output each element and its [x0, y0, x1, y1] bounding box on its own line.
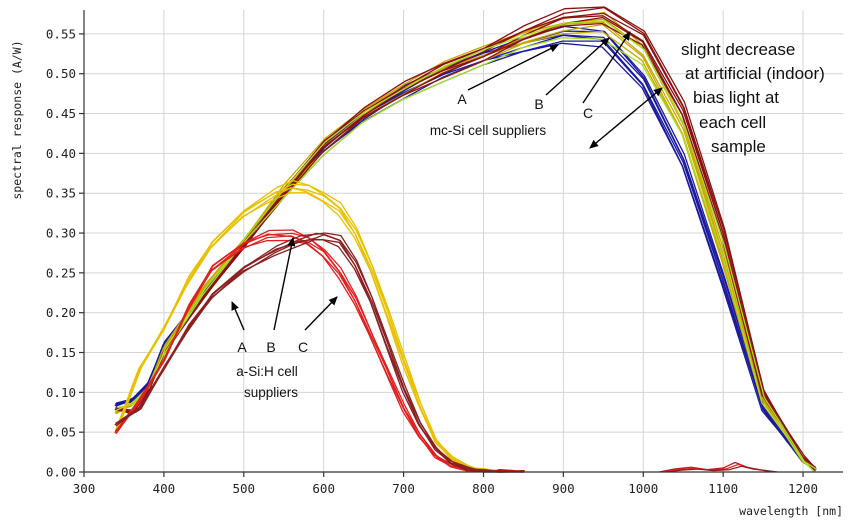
x-tick-label: 800 — [472, 481, 495, 496]
x-axis-title: wavelength [nm] — [739, 504, 843, 518]
series-line-asih-b — [114, 239, 523, 473]
annotation-note-2: at artificial (indoor) — [685, 64, 825, 83]
x-tick-label: 900 — [552, 481, 575, 496]
baseline-noise-line — [665, 465, 778, 473]
series-line-mcsi-extra — [117, 20, 817, 470]
arrow-mc-a — [467, 44, 559, 91]
x-tick-label: 1000 — [628, 481, 658, 496]
y-tick-label: 0.05 — [46, 425, 76, 440]
annotation-asi-c: C — [298, 339, 308, 355]
y-tick-label: 0.35 — [46, 186, 76, 201]
series-line-asih-c — [115, 238, 523, 473]
annotation-mc-b: B — [534, 96, 543, 112]
y-tick-label: 0.30 — [46, 226, 76, 241]
series-line-mcsi-extra — [114, 37, 815, 472]
y-tick-label: 0.00 — [46, 465, 76, 480]
x-tick-label: 300 — [73, 481, 96, 496]
arrow-mc-c — [582, 31, 631, 104]
x-tick-label: 500 — [233, 481, 256, 496]
annotation-note-3: bias light at — [693, 88, 779, 107]
annotation-note-4: each cell — [699, 113, 766, 132]
annotation-mc-a: A — [457, 91, 467, 107]
arrow-asi-c — [304, 296, 338, 331]
series-group — [114, 6, 817, 473]
series-line-asih-a — [115, 183, 525, 473]
annotation-note-5: sample — [711, 137, 766, 156]
y-tick-label: 0.10 — [46, 385, 76, 400]
arrow-indoor-bias — [589, 87, 663, 149]
y-tick-label: 0.15 — [46, 345, 76, 360]
annotation-asi-group-2: suppliers — [244, 385, 298, 400]
series-line-mcsi-a — [114, 42, 815, 472]
x-tick-label: 1100 — [708, 481, 738, 496]
series-line-asih-b — [115, 233, 524, 473]
arrow-asi-b — [273, 237, 296, 331]
series-line-asih-b — [116, 229, 525, 473]
series-line-asih-a — [116, 179, 525, 473]
y-tick-label: 0.20 — [46, 305, 76, 320]
series-line-asih-b — [114, 235, 523, 473]
series-line-asih-c — [115, 234, 524, 473]
series-line-asih-c — [114, 239, 523, 473]
y-tick-label: 0.55 — [46, 26, 76, 41]
y-tick-label: 0.25 — [46, 265, 76, 280]
x-tick-label: 1200 — [788, 481, 818, 496]
annotation-asi-group-1: a-Si:H cell — [236, 364, 298, 379]
y-tick-label: 0.40 — [46, 146, 76, 161]
annotation-note-1: slight decrease — [681, 40, 795, 59]
annotation-asi-a: A — [237, 339, 247, 355]
annotation-asi-b: B — [266, 339, 275, 355]
baseline-noise-line — [491, 468, 524, 473]
annotation-mc-c: C — [583, 105, 593, 121]
y-tick-label: 0.45 — [46, 106, 76, 121]
arrow-mc-b — [545, 37, 610, 96]
annotations: A B Cmc-Si cell suppliers A B Ca-Si:H cell sup… — [231, 31, 825, 400]
x-tick-label: 700 — [392, 481, 415, 496]
y-axis-title: spectral response (A/W) — [10, 40, 24, 199]
x-tick-label: 400 — [153, 481, 176, 496]
axes: 300 400 500 600 700 800 900 1000 1100 1200 0.00 0.0… — [46, 10, 843, 496]
x-tick-label: 600 — [312, 481, 335, 496]
annotation-mc-group: mc-Si cell suppliers — [430, 123, 547, 138]
arrow-asi-a — [231, 301, 245, 331]
y-tick-label: 0.50 — [46, 66, 76, 81]
series-line-asih-c — [116, 232, 525, 473]
series-line-mcsi-c — [114, 16, 815, 469]
